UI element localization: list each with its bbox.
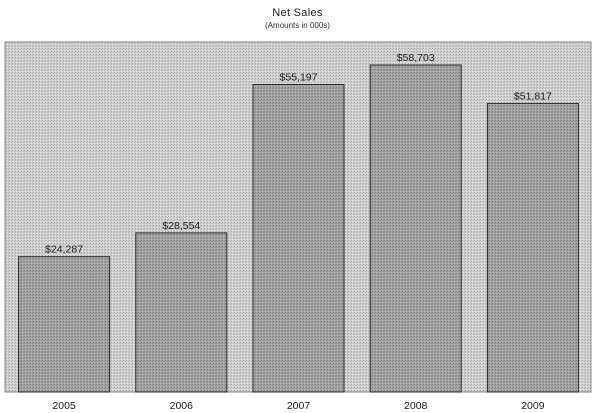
bar-2007	[252, 84, 345, 393]
value-label-2008: $58,703	[397, 52, 435, 64]
chart-subtitle: (Amounts in 000s)	[265, 21, 330, 30]
x-tick-label-2007: 2007	[287, 400, 311, 412]
value-label-2007: $55,197	[280, 72, 318, 84]
x-tick-label-2008: 2008	[404, 400, 428, 412]
chart-title: Net Sales	[272, 7, 323, 19]
x-tick-label-2009: 2009	[521, 400, 545, 412]
bar-2005	[18, 256, 111, 393]
x-tick-label-2006: 2006	[170, 400, 194, 412]
value-label-2009: $51,817	[514, 90, 552, 102]
bar-2009	[486, 102, 579, 393]
x-tick-label-2005: 2005	[52, 400, 76, 412]
value-label-2006: $28,554	[162, 220, 200, 232]
bar-2008	[369, 64, 462, 393]
bar-2006	[135, 232, 228, 393]
value-label-2005: $24,287	[45, 244, 83, 256]
